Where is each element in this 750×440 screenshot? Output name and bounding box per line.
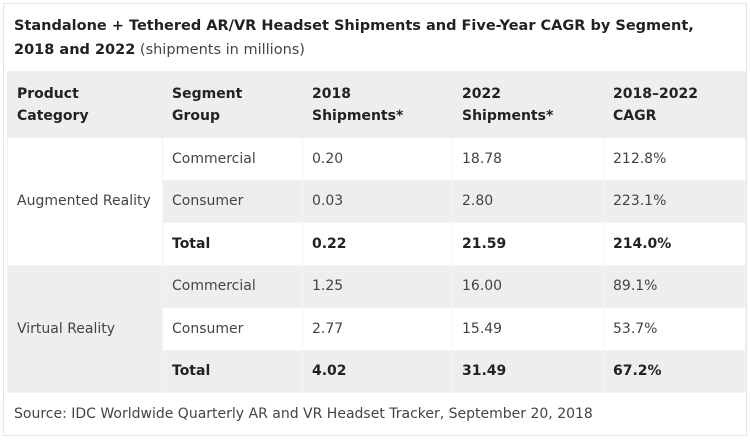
segment-cell: Total	[162, 349, 303, 393]
table-row: Consumer 2.77 15.49 53.7%	[8, 307, 746, 351]
header-segment-group: Segment Group	[162, 71, 303, 138]
shipments-2022-cell: 16.00	[452, 264, 604, 308]
header-product-category: Product Category	[7, 71, 163, 138]
category-augmented-reality: Augmented Reality	[7, 137, 163, 266]
shipments-2022-cell: 21.59	[452, 222, 604, 266]
table-row-total: Total 4.02 31.49 67.2%	[8, 349, 746, 393]
shipments-2022-cell: 15.49	[452, 307, 604, 351]
segment-cell: Commercial	[162, 137, 303, 181]
table-row: Consumer 0.03 2.80 223.1%	[8, 179, 746, 223]
table-row-total: Total 0.22 21.59 214.0%	[8, 222, 746, 266]
header-row: Product Category Segment Group 2018 Ship…	[7, 71, 746, 138]
shipments-2022-cell: 18.78	[452, 137, 604, 181]
header-2022-shipments: 2022 Shipments*	[452, 71, 604, 138]
cagr-cell: 223.1%	[603, 179, 746, 223]
cagr-cell: 67.2%	[603, 349, 746, 393]
shipments-2018-cell: 0.20	[302, 137, 453, 181]
segment-cell: Consumer	[162, 307, 303, 351]
table-card: Standalone + Tethered AR/VR Headset Ship…	[3, 3, 747, 436]
shipments-2018-cell: 4.02	[302, 349, 453, 393]
table-row: Virtual Reality Commercial 1.25 16.00 89…	[7, 264, 746, 393]
cagr-cell: 214.0%	[603, 222, 746, 266]
header-2018-shipments: 2018 Shipments*	[302, 71, 453, 138]
shipments-2018-cell: 0.03	[302, 179, 453, 223]
shipments-2018-cell: 1.25	[302, 264, 453, 308]
shipments-table: Product Category Segment Group 2018 Ship…	[7, 71, 746, 393]
segment-cell: Consumer	[162, 179, 303, 223]
cagr-cell: 212.8%	[603, 137, 746, 181]
cagr-cell: 53.7%	[603, 307, 746, 351]
table-title: Standalone + Tethered AR/VR Headset Ship…	[14, 14, 734, 62]
source-note: Source: IDC Worldwide Quarterly AR and V…	[14, 406, 593, 422]
title-subtitle: (shipments in millions)	[139, 42, 305, 58]
segment-cell: Commercial	[162, 264, 303, 308]
header-cagr: 2018–2022 CAGR	[603, 71, 746, 138]
segment-cell: Total	[162, 222, 303, 266]
shipments-2022-cell: 2.80	[452, 179, 604, 223]
shipments-2018-cell: 2.77	[302, 307, 453, 351]
shipments-2018-cell: 0.22	[302, 222, 453, 266]
table-row: Augmented Reality Commercial 0.20 18.78 …	[7, 137, 746, 266]
title-main: Standalone + Tethered AR/VR Headset Ship…	[14, 18, 694, 58]
shipments-2022-cell: 31.49	[452, 349, 604, 393]
category-virtual-reality: Virtual Reality	[7, 264, 163, 393]
cagr-cell: 89.1%	[603, 264, 746, 308]
